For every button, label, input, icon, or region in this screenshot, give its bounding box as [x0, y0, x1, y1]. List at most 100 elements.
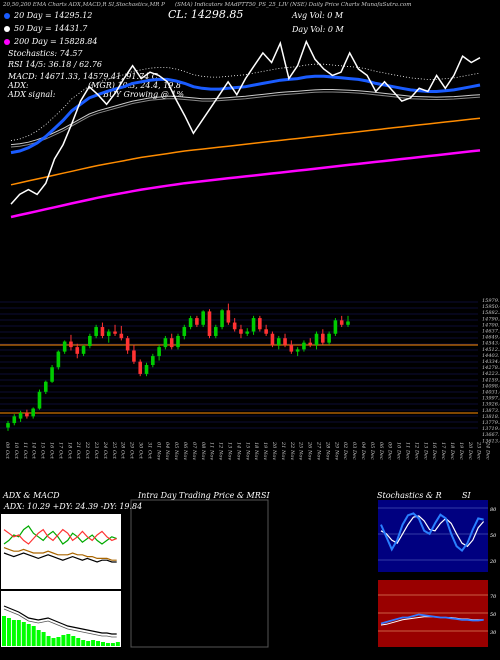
ema50-swatch	[4, 26, 10, 32]
rsi-tick-label: 70	[490, 594, 497, 600]
date-label: 11 Oct	[22, 442, 28, 460]
date-label: 14 Nov	[235, 442, 241, 460]
price-tick-label: 14031.09	[482, 390, 500, 396]
ema50-line	[10, 89, 481, 146]
date-label: 17 Dec	[440, 442, 446, 460]
candle-body	[43, 381, 48, 392]
macd-histogram-bar	[51, 638, 56, 646]
macd-histogram-bar	[41, 632, 46, 646]
ema20-value: 20 Day = 14295.12	[14, 11, 93, 20]
candle-body	[6, 423, 10, 428]
date-label: 02 Dec	[342, 442, 348, 460]
adx-divider	[1, 589, 121, 591]
date-label: 15 Oct	[40, 442, 46, 460]
macd-histogram-bar	[31, 626, 36, 646]
candle-body	[239, 329, 243, 334]
price-tick-label: 14700.18	[482, 322, 500, 328]
macd-histogram-bar	[96, 641, 101, 646]
macd-signal-line	[3, 608, 117, 638]
date-label: 17 Oct	[57, 442, 63, 460]
candle-body	[264, 329, 268, 334]
adx-line	[3, 552, 117, 563]
date-label: 04 Nov	[164, 442, 170, 460]
price-tick-label: 14403.71	[482, 353, 500, 359]
candle-body	[188, 318, 193, 328]
candle-body	[157, 347, 161, 357]
adx-readout-bg	[1, 500, 121, 514]
adx-signal-label: ADX signal:	[8, 90, 56, 99]
candle-body	[113, 331, 117, 334]
price-tick-label: 14223.51	[482, 371, 500, 377]
date-label: 03 Dec	[351, 442, 357, 460]
date-label: 11 Dec	[405, 442, 411, 460]
plus-di-line	[3, 525, 117, 545]
candle-body	[18, 413, 23, 419]
candle-body	[81, 346, 86, 354]
candle-body	[119, 333, 124, 339]
candle-body	[295, 349, 300, 352]
ema20-swatch	[4, 13, 10, 19]
ema20-line	[10, 74, 481, 155]
candle-body	[69, 341, 73, 348]
price-tick-label: 13997.3	[482, 396, 500, 402]
candle-body	[94, 327, 98, 336]
stoch-k-line	[380, 512, 484, 553]
rsi-tick-label: 30	[490, 630, 497, 636]
price-tick-label: 14159.36	[482, 377, 500, 383]
candle-body	[283, 338, 287, 345]
intraday-panel-title: Intra Day Trading Price & MR	[138, 491, 261, 500]
candle-body	[37, 391, 42, 409]
macd-histogram-bar	[105, 643, 110, 646]
macd-histogram-bar	[91, 640, 96, 646]
date-label: 12 Nov	[218, 442, 224, 460]
macd-histogram-bar	[66, 634, 71, 646]
macd-histogram-bar	[21, 622, 26, 646]
adx-readout: ADX: 10.29 +DY: 24.39 -DY: 19.84	[4, 502, 143, 511]
date-label: 19 Dec	[458, 442, 464, 460]
candle-body	[132, 350, 136, 362]
rsi-line	[380, 613, 484, 625]
candle-body	[258, 318, 262, 330]
avg-volume: Avg Vol: 0 M	[292, 11, 344, 20]
date-label: 16 Dec	[431, 442, 437, 460]
price-tick-label: 15979.75	[482, 298, 500, 304]
date-label: 28 Oct	[120, 441, 126, 460]
rsi-panel-bg	[378, 580, 488, 647]
date-label: 18 Oct	[66, 442, 72, 460]
stoch-tick-label: 20	[489, 559, 497, 565]
intraday-panel-title-si: SI	[261, 491, 270, 500]
price-tick-label: 15950.4	[482, 304, 500, 310]
candle-body	[302, 342, 306, 350]
date-label: 10 Oct	[13, 442, 19, 460]
candle-body	[138, 361, 143, 374]
candle-body	[289, 344, 294, 352]
date-label: 22 Nov	[289, 441, 295, 460]
candle-body	[213, 327, 218, 336]
date-label: 06 Dec	[378, 442, 384, 460]
date-label: 19 Nov	[262, 442, 268, 460]
date-label: 05 Nov	[173, 442, 179, 460]
macd-histogram-bar	[61, 635, 66, 646]
minus-di-line	[3, 528, 117, 545]
intraday-panel-bg	[130, 499, 269, 648]
macd-histogram-bar	[46, 636, 51, 646]
date-label: 18 Nov	[253, 442, 259, 460]
close-price: CL: 14298.85	[168, 8, 244, 21]
candle-body	[346, 321, 350, 325]
date-label: 30 Oct	[138, 442, 144, 460]
adx-signal-value: BUY Growing @ 1%	[103, 90, 184, 99]
date-label: 23 Dec	[476, 441, 482, 460]
candle-body	[100, 327, 105, 336]
date-label: 09 Oct	[4, 442, 10, 460]
candle-body	[251, 318, 256, 332]
adx-label: ADX:	[8, 81, 29, 90]
candle-body	[25, 413, 29, 417]
price-tick-label: 13818.12	[482, 414, 500, 420]
stoch-panel-title: Stochastics & R	[377, 491, 442, 500]
price-tick-label: 13613.86	[482, 438, 500, 444]
macd-histogram-bar	[36, 630, 41, 646]
price-tick-label: 13719.65	[482, 426, 500, 432]
ema50-legend: 50 Day = 14431.7	[4, 25, 87, 33]
date-label: 14 Oct	[31, 442, 37, 460]
macd-histogram-bar	[71, 636, 76, 646]
